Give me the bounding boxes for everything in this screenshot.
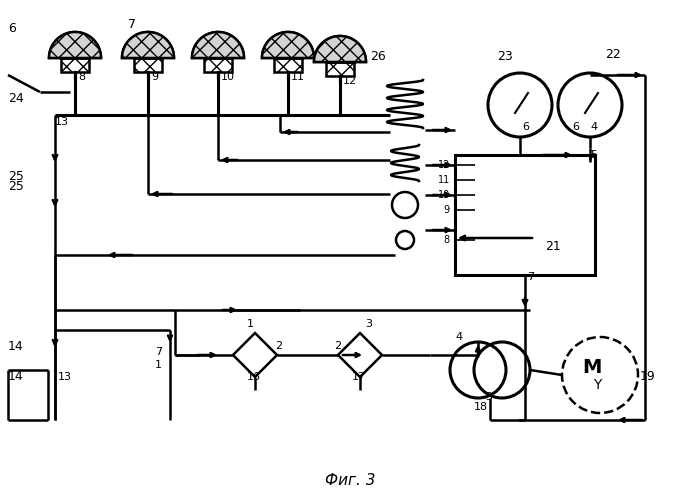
Bar xyxy=(61,58,90,72)
Text: 9: 9 xyxy=(151,72,158,82)
Text: 19: 19 xyxy=(640,370,656,383)
Text: 6: 6 xyxy=(8,22,16,35)
Text: 5: 5 xyxy=(590,150,597,160)
Text: 12: 12 xyxy=(438,160,450,170)
Text: 23: 23 xyxy=(497,50,512,63)
Text: 18: 18 xyxy=(474,402,488,412)
Text: 7: 7 xyxy=(527,272,534,282)
Bar xyxy=(274,58,302,72)
Polygon shape xyxy=(192,32,244,58)
Bar xyxy=(204,58,232,72)
Text: 12: 12 xyxy=(343,76,357,86)
Text: 1: 1 xyxy=(247,319,254,329)
Text: 7: 7 xyxy=(128,18,136,31)
Bar xyxy=(61,58,90,72)
Text: 25: 25 xyxy=(8,180,24,193)
Polygon shape xyxy=(262,32,314,58)
Text: 14: 14 xyxy=(8,370,24,383)
Text: 13: 13 xyxy=(55,117,69,127)
Text: 21: 21 xyxy=(545,240,561,253)
Polygon shape xyxy=(233,333,277,377)
Text: 26: 26 xyxy=(370,50,386,63)
Text: 11: 11 xyxy=(438,175,450,185)
Text: 11: 11 xyxy=(291,72,305,82)
Text: 7: 7 xyxy=(155,347,162,357)
Text: 14: 14 xyxy=(8,340,24,353)
Bar xyxy=(134,58,162,72)
Text: 22: 22 xyxy=(605,48,621,61)
Polygon shape xyxy=(49,32,101,58)
Text: 6: 6 xyxy=(522,122,529,132)
Polygon shape xyxy=(122,32,174,58)
Polygon shape xyxy=(314,36,366,62)
Text: 9: 9 xyxy=(444,205,450,215)
Text: 24: 24 xyxy=(8,92,24,105)
Text: 4: 4 xyxy=(455,332,462,342)
Text: 4: 4 xyxy=(590,122,597,132)
Text: 10: 10 xyxy=(438,190,450,200)
Polygon shape xyxy=(262,32,314,58)
Text: 25: 25 xyxy=(8,170,24,183)
Polygon shape xyxy=(122,32,174,58)
Bar xyxy=(326,62,354,76)
Polygon shape xyxy=(49,32,101,58)
Text: 10: 10 xyxy=(221,72,235,82)
Bar xyxy=(204,58,232,72)
Text: M: M xyxy=(582,357,602,377)
Text: 16: 16 xyxy=(247,372,261,382)
Polygon shape xyxy=(338,333,382,377)
Bar xyxy=(326,62,354,76)
Bar xyxy=(455,155,595,275)
Polygon shape xyxy=(192,32,244,58)
Text: 8: 8 xyxy=(444,235,450,245)
Bar xyxy=(134,58,162,72)
Text: Фиг. 3: Фиг. 3 xyxy=(325,473,375,488)
Text: 3: 3 xyxy=(485,392,492,402)
Text: 1: 1 xyxy=(155,360,162,370)
Text: 8: 8 xyxy=(78,72,85,82)
Polygon shape xyxy=(314,36,366,62)
Text: 6: 6 xyxy=(572,122,579,132)
Bar xyxy=(274,58,302,72)
Text: 2: 2 xyxy=(334,341,341,351)
Text: 2: 2 xyxy=(275,341,282,351)
Text: 13: 13 xyxy=(58,372,72,382)
Text: 3: 3 xyxy=(365,319,372,329)
Text: 17: 17 xyxy=(352,372,366,382)
Text: Y: Y xyxy=(593,378,601,392)
